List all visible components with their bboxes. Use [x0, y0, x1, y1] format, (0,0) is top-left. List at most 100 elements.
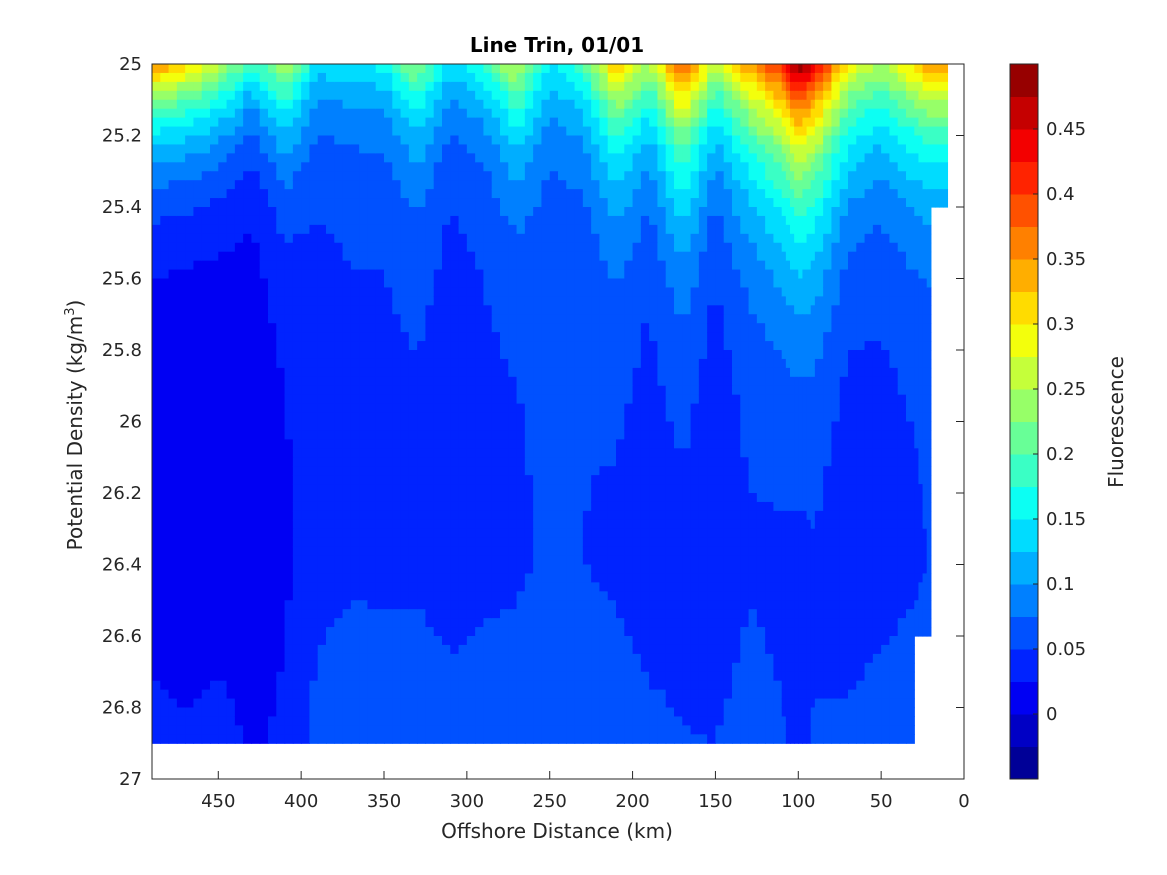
- contour-cell: [500, 528, 509, 539]
- contour-cell: [259, 537, 269, 548]
- contour-cell: [516, 644, 526, 655]
- contour-cell: [226, 198, 236, 208]
- contour-cell: [524, 224, 534, 235]
- contour-cell: [152, 99, 161, 110]
- contour-cell: [524, 260, 534, 271]
- contour-cell: [607, 215, 617, 226]
- contour-cell: [591, 189, 601, 199]
- contour-cell: [607, 81, 617, 92]
- contour-cell: [500, 671, 509, 682]
- contour-cell: [251, 698, 261, 709]
- contour-cell: [491, 403, 501, 414]
- contour-cell: [326, 636, 335, 646]
- contour-cell: [152, 698, 161, 709]
- contour-cell: [458, 314, 468, 324]
- contour-cell: [193, 394, 203, 405]
- contour-cell: [483, 376, 493, 387]
- contour-cell: [466, 716, 476, 726]
- contour-cell: [292, 135, 302, 146]
- contour-cell: [433, 653, 443, 664]
- contour-cell: [640, 493, 650, 503]
- contour-cell: [425, 296, 435, 306]
- contour-cell: [193, 689, 203, 700]
- contour-cell: [359, 260, 369, 271]
- contour-cell: [566, 582, 576, 592]
- contour-cell: [326, 180, 335, 190]
- contour-cell: [400, 430, 410, 440]
- contour-cell: [698, 126, 708, 137]
- contour-cell: [152, 269, 161, 280]
- contour-cell: [483, 153, 493, 163]
- contour-cell: [408, 519, 418, 530]
- contour-cell: [317, 609, 327, 619]
- contour-cell: [624, 573, 634, 583]
- contour-cell: [483, 421, 493, 432]
- contour-cell: [251, 662, 261, 673]
- contour-cell: [234, 698, 244, 709]
- contour-cell: [160, 707, 170, 718]
- contour-cell: [259, 653, 269, 664]
- contour-cell: [367, 457, 377, 467]
- contour-cell: [350, 707, 360, 718]
- contour-cell: [367, 323, 377, 333]
- contour-cell: [591, 439, 601, 449]
- contour-cell: [500, 680, 509, 691]
- contour-cell: [226, 99, 236, 110]
- contour-cell: [309, 448, 319, 458]
- contour-cell: [533, 358, 543, 369]
- contour-cell: [533, 287, 543, 297]
- contour-cell: [392, 716, 402, 726]
- contour-cell: [193, 430, 203, 440]
- contour-cell: [657, 501, 667, 512]
- contour-cell: [566, 430, 576, 440]
- contour-cell: [566, 224, 576, 235]
- contour-cell: [558, 519, 567, 530]
- contour-cell: [533, 501, 543, 512]
- contour-cell: [168, 680, 178, 691]
- contour-cell: [632, 421, 642, 432]
- contour-cell: [674, 215, 683, 226]
- contour-cell: [284, 484, 294, 494]
- contour-cell: [582, 394, 592, 405]
- contour-cell: [152, 314, 161, 324]
- contour-cell: [433, 287, 443, 297]
- contour-cell: [210, 448, 219, 458]
- contour-cell: [201, 591, 211, 601]
- contour-cell: [491, 644, 501, 655]
- contour-cell: [599, 466, 609, 476]
- contour-cell: [433, 582, 443, 592]
- contour-cell: [367, 644, 377, 655]
- contour-cell: [500, 636, 509, 646]
- contour-cell: [508, 475, 518, 485]
- contour-cell: [201, 707, 211, 718]
- contour-cell: [375, 484, 385, 494]
- contour-cell: [243, 367, 253, 378]
- contour-cell: [392, 537, 402, 548]
- contour-cell: [466, 207, 476, 217]
- contour-cell: [674, 403, 683, 414]
- contour-cell: [466, 662, 476, 673]
- contour-cell: [160, 242, 170, 253]
- contour-cell: [408, 358, 418, 369]
- contour-cell: [417, 519, 427, 530]
- contour-cell: [276, 224, 286, 235]
- contour-cell: [640, 224, 650, 235]
- contour-cell: [657, 135, 667, 146]
- contour-cell: [558, 591, 567, 601]
- contour-cell: [582, 716, 592, 726]
- contour-cell: [657, 689, 667, 700]
- contour-cell: [458, 332, 468, 342]
- contour-cell: [243, 689, 253, 700]
- contour-cell: [524, 171, 534, 181]
- contour-cell: [566, 618, 576, 628]
- contour-cell: [367, 64, 377, 74]
- contour-cell: [251, 269, 261, 280]
- contour-cell: [558, 644, 567, 655]
- contour-cell: [624, 108, 634, 119]
- contour-cell: [218, 680, 228, 691]
- contour-cell: [549, 734, 559, 744]
- contour-cell: [665, 412, 675, 423]
- contour-cell: [152, 64, 161, 74]
- contour-cell: [516, 430, 526, 440]
- contour-cell: [433, 519, 443, 530]
